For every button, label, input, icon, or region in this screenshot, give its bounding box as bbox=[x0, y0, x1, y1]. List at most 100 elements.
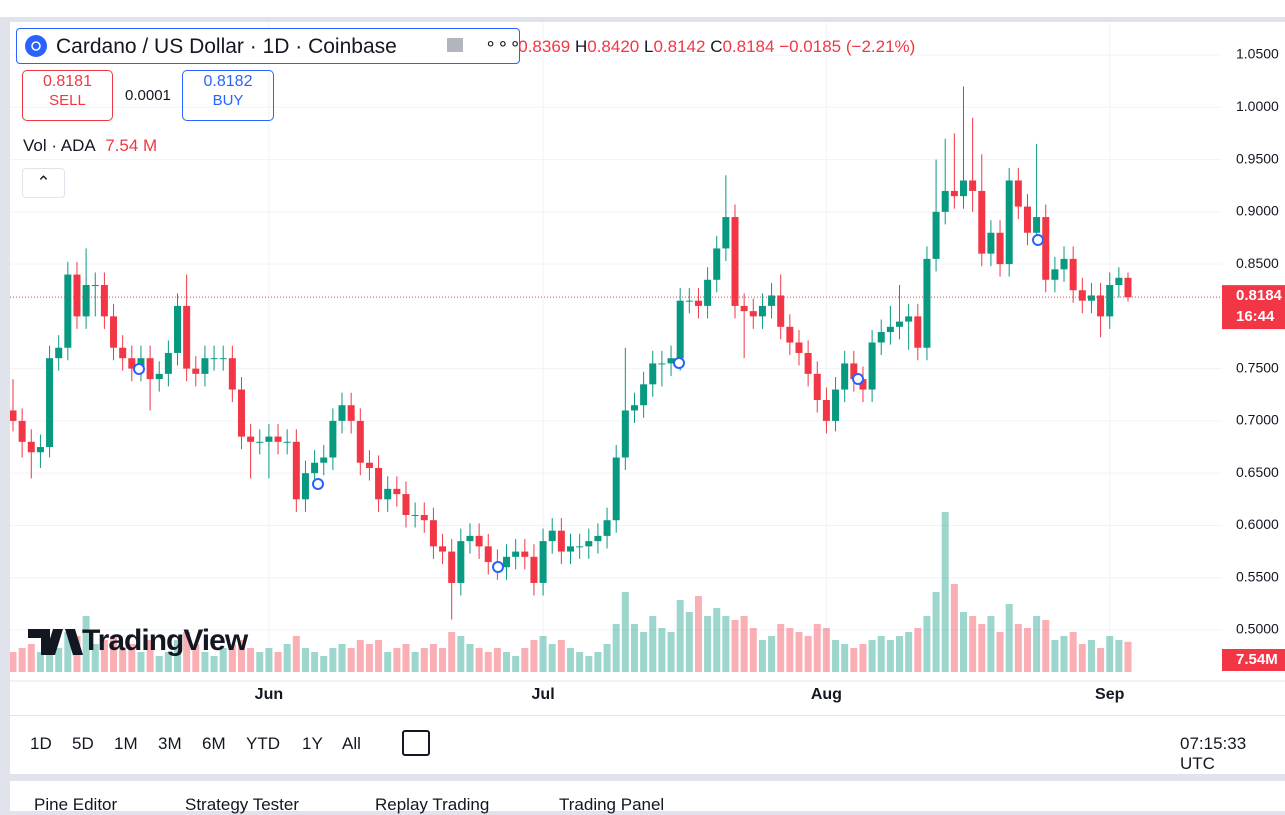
candle-body bbox=[905, 316, 913, 322]
volume-bar bbox=[959, 612, 967, 672]
volume-bar bbox=[813, 624, 821, 672]
volume-bar bbox=[676, 600, 684, 672]
candle-body bbox=[155, 373, 163, 380]
collapse-button[interactable]: ⌃ bbox=[22, 168, 65, 198]
candle-body bbox=[18, 420, 26, 442]
range-button[interactable]: 5D bbox=[72, 734, 94, 753]
candle-body bbox=[914, 316, 922, 348]
volume-bar bbox=[256, 652, 264, 672]
volume-bar bbox=[859, 644, 867, 672]
candle-body bbox=[850, 363, 858, 380]
chart: 1.0500 1.0000 0.9500 0.9000 0.8500 0.7500 0.70… bbox=[10, 22, 1285, 703]
volume-bar bbox=[320, 656, 328, 672]
volume-bar bbox=[667, 632, 675, 672]
volume-bar bbox=[110, 636, 118, 672]
candle-body bbox=[758, 305, 766, 317]
event-marker bbox=[312, 478, 324, 490]
volume-bar bbox=[146, 640, 154, 672]
candle-body bbox=[841, 363, 849, 390]
volume-bar bbox=[228, 644, 236, 672]
range-button[interactable]: 6M bbox=[202, 734, 226, 753]
volume-bar bbox=[183, 632, 191, 672]
volume-bar bbox=[841, 644, 849, 672]
buy-button[interactable]: 0.8182 BUY bbox=[182, 70, 274, 121]
volume-bar bbox=[530, 640, 538, 672]
candle-body bbox=[375, 467, 383, 500]
candle-body bbox=[786, 326, 794, 343]
candle-body bbox=[969, 180, 977, 191]
y-tick-label: 0.6000 bbox=[1236, 516, 1279, 532]
candle-body bbox=[950, 190, 958, 197]
candle-body bbox=[704, 279, 712, 306]
candle-body bbox=[338, 405, 346, 421]
volume-bar bbox=[274, 652, 282, 672]
volume-bar bbox=[1124, 641, 1132, 672]
range-button[interactable]: 3M bbox=[158, 734, 182, 753]
event-marker bbox=[133, 363, 145, 375]
sell-button[interactable]: 0.8181 SELL bbox=[22, 70, 113, 121]
logo: TradingView bbox=[28, 624, 250, 657]
more-button[interactable]: ∘∘∘ bbox=[485, 33, 522, 53]
symbol-box[interactable]: Cardano / US Dollar · 1D · Coinbase ∘∘∘ bbox=[16, 28, 522, 64]
tab[interactable]: Trading Panel bbox=[559, 795, 665, 814]
volume-bar bbox=[1097, 648, 1105, 672]
candle-body bbox=[923, 258, 931, 348]
volume-legend-value: 7.54 M bbox=[105, 136, 158, 155]
volume-bar bbox=[804, 636, 812, 672]
volume-bar bbox=[749, 628, 757, 672]
volume-bar bbox=[694, 596, 702, 672]
volume-bar bbox=[475, 648, 483, 672]
y-tick-label: 0.7000 bbox=[1236, 412, 1279, 428]
range-button[interactable]: 1Y bbox=[302, 734, 323, 753]
candle-body bbox=[530, 556, 538, 583]
clock: 07:15:33 UTC bbox=[1180, 734, 1247, 773]
volume-legend-label: Vol · ADA bbox=[23, 136, 96, 155]
range-button[interactable]: All bbox=[342, 734, 361, 753]
volume-bar bbox=[503, 652, 511, 672]
range-button[interactable]: YTD bbox=[246, 734, 280, 753]
volume-bar bbox=[713, 608, 721, 672]
candle-body bbox=[219, 358, 227, 360]
volume-bar bbox=[1033, 616, 1041, 672]
volume-bar bbox=[192, 644, 200, 672]
y-tick-label: 0.8500 bbox=[1236, 255, 1279, 271]
volume-bar bbox=[594, 652, 602, 672]
candle-body bbox=[393, 488, 401, 495]
range-button[interactable]: 1M bbox=[114, 734, 138, 753]
candle-body bbox=[603, 520, 611, 536]
candle-body bbox=[539, 541, 547, 583]
tab[interactable]: Replay Trading bbox=[375, 795, 490, 814]
candle-body bbox=[265, 436, 273, 442]
candle-body bbox=[365, 462, 373, 468]
volume-bar bbox=[1069, 632, 1077, 672]
l-value: 0.8142 bbox=[653, 37, 706, 56]
candle-body bbox=[1069, 258, 1077, 291]
candle-body bbox=[722, 217, 730, 249]
volume-bar bbox=[877, 636, 885, 672]
sell-label: SELL bbox=[49, 92, 86, 109]
candle-body bbox=[1023, 206, 1031, 233]
volume-bar bbox=[1060, 636, 1068, 672]
chart-pane: 1.0500 1.0000 0.9500 0.9000 0.8500 0.7500 0.70… bbox=[10, 22, 1285, 715]
candle-body bbox=[91, 285, 99, 287]
tab[interactable]: Pine Editor bbox=[34, 795, 118, 814]
volume-bar bbox=[621, 592, 629, 672]
flag-icon[interactable] bbox=[447, 38, 463, 52]
candle-body bbox=[987, 232, 995, 254]
volume-bar bbox=[585, 656, 593, 672]
volume-bar bbox=[365, 644, 373, 672]
range-button[interactable]: 1D bbox=[30, 734, 52, 753]
candle-body bbox=[658, 363, 666, 365]
volume-bar bbox=[347, 648, 355, 672]
volume-bar bbox=[301, 648, 309, 672]
date-range-button[interactable] bbox=[402, 730, 430, 756]
volume-bar bbox=[36, 652, 44, 672]
c-value: 0.8184 bbox=[722, 37, 775, 56]
candle-body bbox=[457, 541, 465, 583]
candle-body bbox=[301, 473, 309, 500]
volume-bar bbox=[411, 652, 419, 672]
tab[interactable]: Strategy Tester bbox=[185, 795, 300, 814]
y-tick-label: 0.9000 bbox=[1236, 203, 1279, 219]
volume-bar bbox=[521, 648, 529, 672]
candle-body bbox=[1087, 295, 1095, 301]
